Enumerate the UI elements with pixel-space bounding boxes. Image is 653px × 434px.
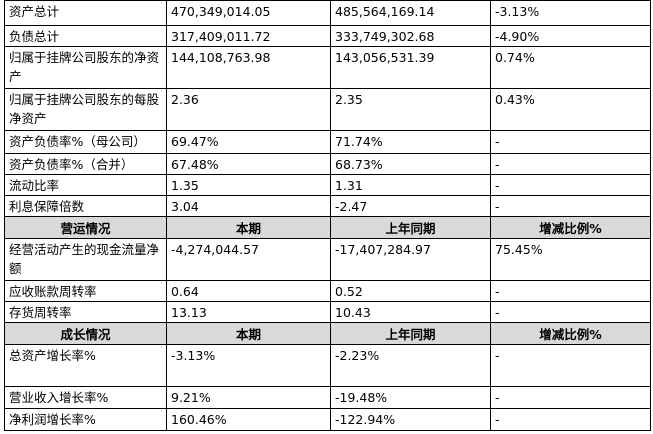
table-row: 净利润增长率% 160.46% -122.94% -	[4, 408, 651, 431]
table-cell: -2.47	[330, 195, 491, 217]
table-row: 流动比率 1.35 1.31-	[4, 174, 651, 196]
table-row: 应收账款周转率 0.64 0.52-	[4, 280, 651, 302]
table-cell: 10.43	[330, 301, 491, 323]
table-cell: 69.47%	[166, 130, 331, 154]
section-header-row: 成长情况 本期 上年同期 增减比例%	[4, 322, 651, 345]
table-cell: 营业收入增长率%	[4, 386, 167, 409]
header-cell: 成长情况	[4, 322, 167, 345]
table-cell: 67.48%	[166, 153, 331, 175]
table-cell: -19.48%	[330, 386, 491, 409]
table-cell: -	[490, 386, 651, 409]
table-row: 资产负债率%（母公司） 69.47% 71.74% -	[4, 130, 651, 154]
table-cell: 0.74%	[490, 46, 651, 89]
header-cell: 本期	[166, 322, 331, 345]
table-row: 资产负债率%（合并） 67.48% 68.73% -	[4, 153, 651, 175]
table-cell: 333,749,302.68	[330, 25, 491, 47]
table-row: 营业收入增长率% 9.21% -19.48% -	[4, 386, 651, 409]
table-cell: 资产负债率%（母公司）	[4, 130, 167, 154]
table-cell: 资产负债率%（合并）	[4, 153, 167, 175]
table-row: 利息保障倍数 3.04 -2.47-	[4, 195, 651, 217]
table-cell: -	[490, 153, 651, 175]
table-cell: -4.90%	[490, 25, 651, 47]
header-cell: 上年同期	[330, 322, 491, 345]
header-cell: 上年同期	[330, 216, 491, 239]
table-cell: 1.31	[330, 174, 491, 196]
table-cell: 144,108,763.98	[166, 46, 331, 89]
table-row: 经营活动产生的现金流量净额 -4,274,044.57 -17,407,284.97…	[4, 238, 651, 281]
table-cell: 470,349,014.05	[166, 0, 331, 26]
table-cell: -3.13%	[166, 344, 331, 387]
table-cell: -122.94%	[330, 408, 491, 431]
table-cell: 应收账款周转率	[4, 280, 167, 302]
table-cell: -	[490, 195, 651, 217]
table-cell: 1.35	[166, 174, 331, 196]
table-cell: -	[490, 174, 651, 196]
table-cell: 75.45%	[490, 238, 651, 281]
header-cell: 增减比例%	[490, 322, 651, 345]
header-cell: 营运情况	[4, 216, 167, 239]
table-cell: 13.13	[166, 301, 331, 323]
table-cell: 3.04	[166, 195, 331, 217]
table-cell: 经营活动产生的现金流量净额	[4, 238, 167, 281]
table-cell: -	[490, 408, 651, 431]
table-cell: 归属于挂牌公司股东的每股净资产	[4, 88, 167, 131]
table-cell: 317,409,011.72	[166, 25, 331, 47]
table-cell: 143,056,531.39	[330, 46, 491, 89]
table-cell: 0.43%	[490, 88, 651, 131]
section-header-row: 营运情况 本期 上年同期 增减比例%	[4, 216, 651, 239]
table-cell: -	[490, 280, 651, 302]
table-cell: 2.35	[330, 88, 491, 131]
table-cell: 总资产增长率%	[4, 344, 167, 387]
header-cell: 本期	[166, 216, 331, 239]
table-cell: 160.46%	[166, 408, 331, 431]
table-row: 资产总计 470,349,014.05 485,564,169.14 -3.13%	[4, 0, 651, 26]
table-row: 存货周转率 13.13 10.43-	[4, 301, 651, 323]
table-cell: 68.73%	[330, 153, 491, 175]
table-cell: 9.21%	[166, 386, 331, 409]
table-cell: 0.64	[166, 280, 331, 302]
table-cell: 利息保障倍数	[4, 195, 167, 217]
table-cell: -17,407,284.97	[330, 238, 491, 281]
table-cell: -3.13%	[490, 0, 651, 26]
table-cell: 净利润增长率%	[4, 408, 167, 431]
table-cell: -	[490, 301, 651, 323]
table-cell: 0.52	[330, 280, 491, 302]
table-cell: 负债总计	[4, 25, 167, 47]
table-cell: -	[490, 130, 651, 154]
table-cell: 资产总计	[4, 0, 167, 26]
table-cell: 485,564,169.14	[330, 0, 491, 26]
table-cell: 2.36	[166, 88, 331, 131]
table-cell: -2.23%	[330, 344, 491, 387]
table-row: 归属于挂牌公司股东的每股净资产 2.36 2.35 0.43%	[4, 88, 651, 131]
table-cell: -	[490, 344, 651, 387]
table-row: 归属于挂牌公司股东的净资产 144,108,763.98 143,056,531.3…	[4, 46, 651, 89]
table-row: 负债总计 317,409,011.72 333,749,302.68 -4.90%	[4, 25, 651, 47]
table-row: 总资产增长率% -3.13% -2.23% -	[4, 344, 651, 387]
table-cell: 归属于挂牌公司股东的净资产	[4, 46, 167, 89]
table-cell: -4,274,044.57	[166, 238, 331, 281]
table-cell: 71.74%	[330, 130, 491, 154]
table-cell: 存货周转率	[4, 301, 167, 323]
header-cell: 增减比例%	[490, 216, 651, 239]
table-cell: 流动比率	[4, 174, 167, 196]
financial-table: 资产总计 470,349,014.05 485,564,169.14 -3.13% 负债…	[4, 0, 651, 431]
